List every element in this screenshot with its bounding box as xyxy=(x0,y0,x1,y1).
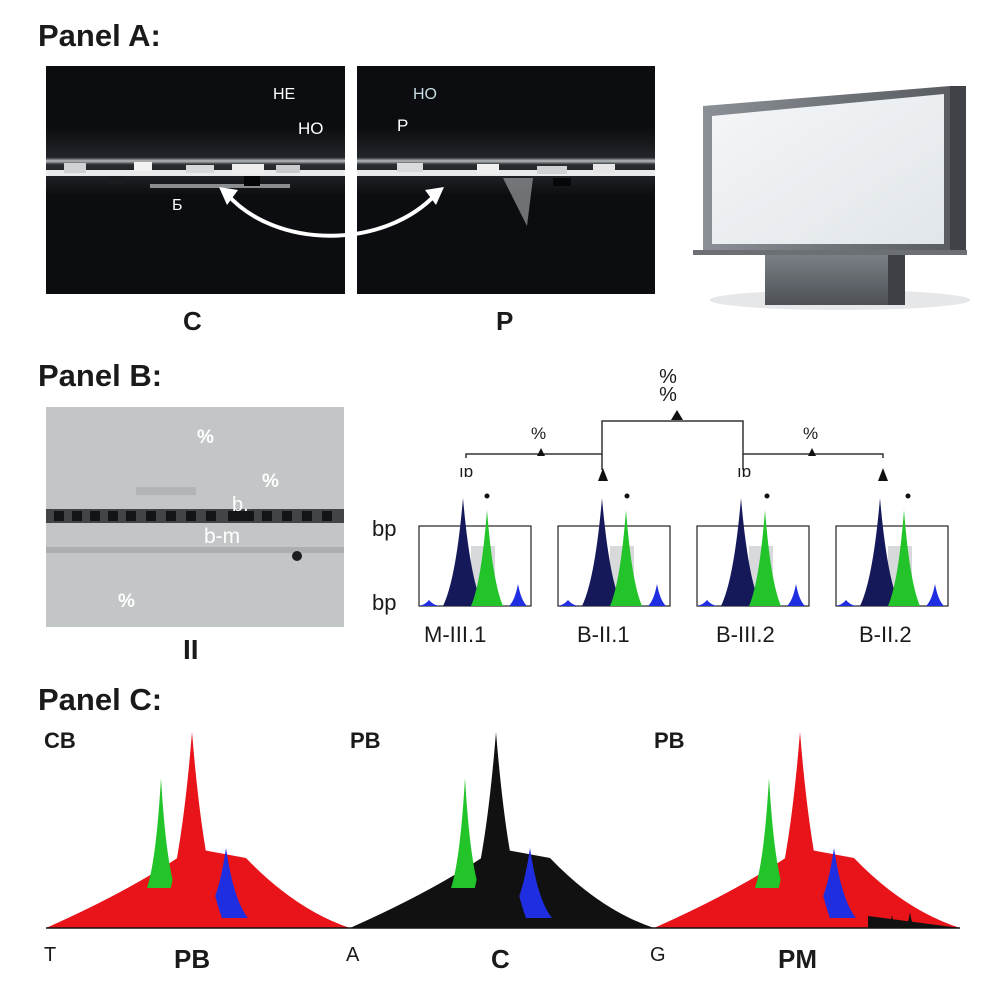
trace-3-base-letter: G xyxy=(650,944,666,966)
panel-b-title: Panel B: xyxy=(38,358,163,393)
epg-peak-small-1 xyxy=(419,600,439,606)
trace-1-base-letter: T xyxy=(44,944,57,966)
sample-label-4: B-II.2 xyxy=(859,622,912,647)
trace-3-peak-main xyxy=(766,732,834,928)
left-image-label-b: Б xyxy=(172,197,183,214)
gel-label-percent-2: % xyxy=(262,471,279,492)
epg-peak-green-3 xyxy=(749,510,781,606)
pedigree-top-label: % % xyxy=(659,366,677,406)
epg-peak-green-1 xyxy=(471,510,503,606)
trace-2-peak-main xyxy=(462,732,530,928)
epg-peak-navy-1 xyxy=(443,498,483,606)
epg-peak-green-4 xyxy=(888,510,920,606)
epg-peak-blue-1 xyxy=(509,584,527,606)
right-image-drawing xyxy=(357,126,655,226)
pedigree-branch-label-right: % xyxy=(803,424,819,443)
epg-peak-blue-2 xyxy=(648,584,666,606)
trace-2-noise-1 xyxy=(565,918,575,928)
epg-peak-blue-3 xyxy=(787,584,805,606)
gel-label-b-m: b-m xyxy=(204,525,241,548)
left-image-label-he: HE xyxy=(273,86,296,103)
trace-1-peak-green xyxy=(147,778,175,888)
gel-caption: II xyxy=(183,634,199,665)
panel-a-caption-right: P xyxy=(496,306,514,336)
trace-3-peak-green xyxy=(755,778,783,888)
epg-peak-small-4 xyxy=(836,600,856,606)
trace-1-corner-label: CB xyxy=(44,728,76,753)
trace-1-noise-1 xyxy=(261,918,271,928)
epg-peak-small-2 xyxy=(558,600,578,606)
trace-2-caption: C xyxy=(491,944,510,974)
sample-label-2: B-II.1 xyxy=(577,622,630,647)
left-image-drawing xyxy=(46,126,345,196)
panel-a-title: Panel A: xyxy=(38,18,161,53)
epg-peak-navy-3 xyxy=(721,498,761,606)
marker-label-2: ıɒ xyxy=(737,462,752,481)
panel-a-caption-left: C xyxy=(183,306,202,336)
epg-peak-small-3 xyxy=(697,600,717,606)
trace-3-caption: PM xyxy=(778,944,817,974)
right-image-label-ho: HO xyxy=(413,86,437,103)
trace-1-noise-2 xyxy=(279,915,289,928)
right-image-label-p: P xyxy=(397,116,409,135)
epg-peak-green-2 xyxy=(610,510,642,606)
left-image-label-ho: HO xyxy=(298,119,324,138)
trace-3-corner-label: PB xyxy=(654,728,685,753)
gel-label-percent-1: % xyxy=(197,427,214,448)
sample-label-1: M-III.1 xyxy=(424,622,487,647)
y-label-bottom: bp xyxy=(372,590,397,615)
panel-a-left-image: HE HO Б xyxy=(46,66,345,294)
epg-peak-navy-4 xyxy=(860,498,900,606)
trace-2-peak-green xyxy=(451,778,479,888)
trace-2-corner-label: PB xyxy=(350,728,381,753)
trace-1-caption: PB xyxy=(174,944,211,974)
gel-label-percent-3: % xyxy=(118,591,135,612)
gel-band-drawing xyxy=(46,407,344,627)
epg-peak-navy-2 xyxy=(582,498,622,606)
panel-a-right-image: HO P xyxy=(357,66,655,294)
sample-label-3: B-III.2 xyxy=(716,622,775,647)
gel-image: % % b. b-m % xyxy=(46,407,344,627)
trace-2-noise-2 xyxy=(583,915,593,928)
gel-label-b: b. xyxy=(232,494,249,516)
trace-2-noise-3 xyxy=(601,912,611,928)
trace-3-tail-black xyxy=(868,916,960,928)
trace-1-noise-3 xyxy=(297,912,307,928)
marker-label-1: ıɒ xyxy=(459,462,474,481)
pedigree-branch-label-left: % xyxy=(531,424,547,443)
trace-1-peak-main xyxy=(158,732,226,928)
y-label-top: bp xyxy=(372,516,397,541)
trace-2-base-letter: A xyxy=(346,944,360,966)
epg-peak-blue-4 xyxy=(926,584,944,606)
panel-c-title: Panel C: xyxy=(38,682,163,717)
